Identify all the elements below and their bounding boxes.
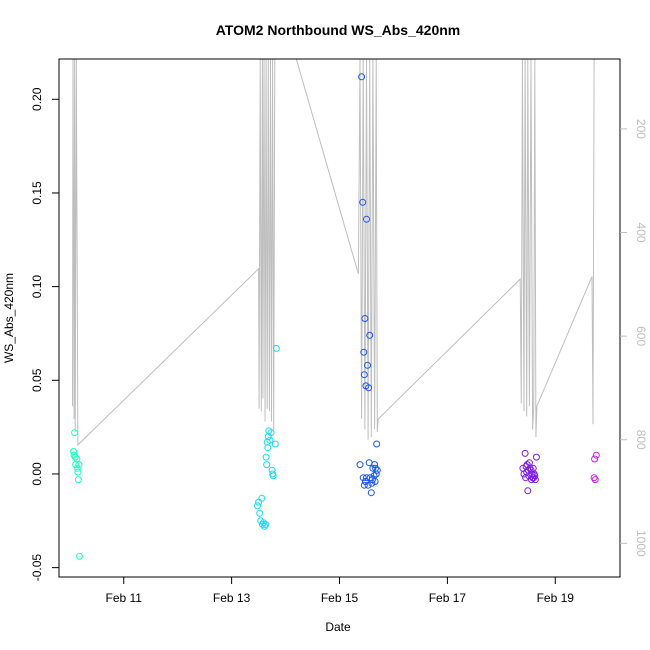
data-point	[259, 519, 267, 527]
data-point	[71, 429, 79, 437]
data-point	[258, 494, 266, 502]
data-point	[356, 461, 364, 469]
x-axis: Feb 11 Feb 13 Feb 15 Feb 17 Feb 19	[105, 577, 574, 605]
y-tick-label: 0.20	[30, 87, 44, 111]
data-point	[373, 466, 381, 474]
data-point	[269, 472, 277, 480]
x-axis-label: Date	[325, 620, 351, 634]
data-point	[271, 440, 279, 448]
x-tick-label: Feb 19	[537, 591, 575, 605]
data-point	[262, 521, 270, 528]
data-point	[371, 478, 379, 485]
data-point	[371, 461, 379, 469]
y-axis: -0.05 0.00 0.05 0.10 0.15 0.20	[30, 87, 59, 581]
data-point	[369, 464, 377, 472]
data-point	[264, 444, 272, 452]
data-point	[365, 384, 373, 392]
data-point	[367, 489, 375, 497]
data-point	[266, 436, 274, 444]
data-point	[592, 451, 600, 459]
y-tick-label: 0.00	[30, 462, 44, 486]
data-point	[255, 498, 263, 506]
x-tick-label: Feb 13	[213, 591, 251, 605]
data-point	[360, 348, 368, 356]
data-point	[591, 476, 599, 484]
right-tick-label: 600	[634, 326, 648, 346]
data-point	[361, 315, 369, 322]
data-point	[524, 487, 532, 495]
data-point	[74, 476, 82, 484]
data-point	[262, 453, 270, 461]
right-tick-label: 800	[634, 430, 648, 450]
data-point	[267, 429, 275, 437]
y-tick-label: 0.05	[30, 368, 44, 392]
right-tick-label: 400	[634, 223, 648, 243]
y-axis-label: WS_Abs_420nm	[2, 273, 16, 363]
data-point	[359, 474, 367, 482]
data-point	[256, 509, 264, 517]
y-tick-label: 0.10	[30, 275, 44, 299]
data-point	[74, 468, 82, 476]
y-tick-label: -0.05	[30, 554, 44, 582]
secondary-line	[72, 58, 595, 447]
data-point	[364, 361, 371, 369]
data-point	[366, 331, 374, 339]
data-point	[372, 470, 380, 478]
data-point	[521, 449, 529, 457]
y-tick-label: 0.15	[30, 181, 44, 205]
x-tick-label: Feb 15	[321, 591, 359, 605]
data-point	[263, 461, 271, 469]
data-point	[373, 440, 381, 448]
data-point	[272, 344, 280, 352]
secondary-series	[72, 58, 595, 447]
data-point	[254, 502, 261, 510]
data-point	[73, 464, 81, 472]
data-point	[532, 453, 540, 461]
data-point	[591, 455, 599, 463]
data-point	[531, 476, 539, 484]
data-points	[70, 73, 600, 560]
data-point	[359, 198, 367, 206]
data-point	[360, 481, 368, 489]
data-point	[531, 472, 539, 480]
data-point	[364, 481, 372, 489]
chart-title: ATOM2 Northbound WS_Abs_420nm	[216, 22, 461, 38]
x-tick-label: Feb 11	[105, 591, 142, 605]
right-tick-label: 1000	[634, 530, 648, 557]
right-axis: 200 400 600 800 1000	[620, 119, 648, 557]
data-point	[265, 427, 273, 435]
data-point	[360, 371, 368, 379]
x-tick-label: Feb 17	[429, 591, 467, 605]
data-point	[71, 453, 79, 461]
right-tick-label: 200	[634, 119, 648, 139]
data-point	[358, 73, 366, 81]
data-point	[75, 461, 83, 469]
data-point	[363, 215, 370, 223]
data-point	[76, 552, 83, 560]
